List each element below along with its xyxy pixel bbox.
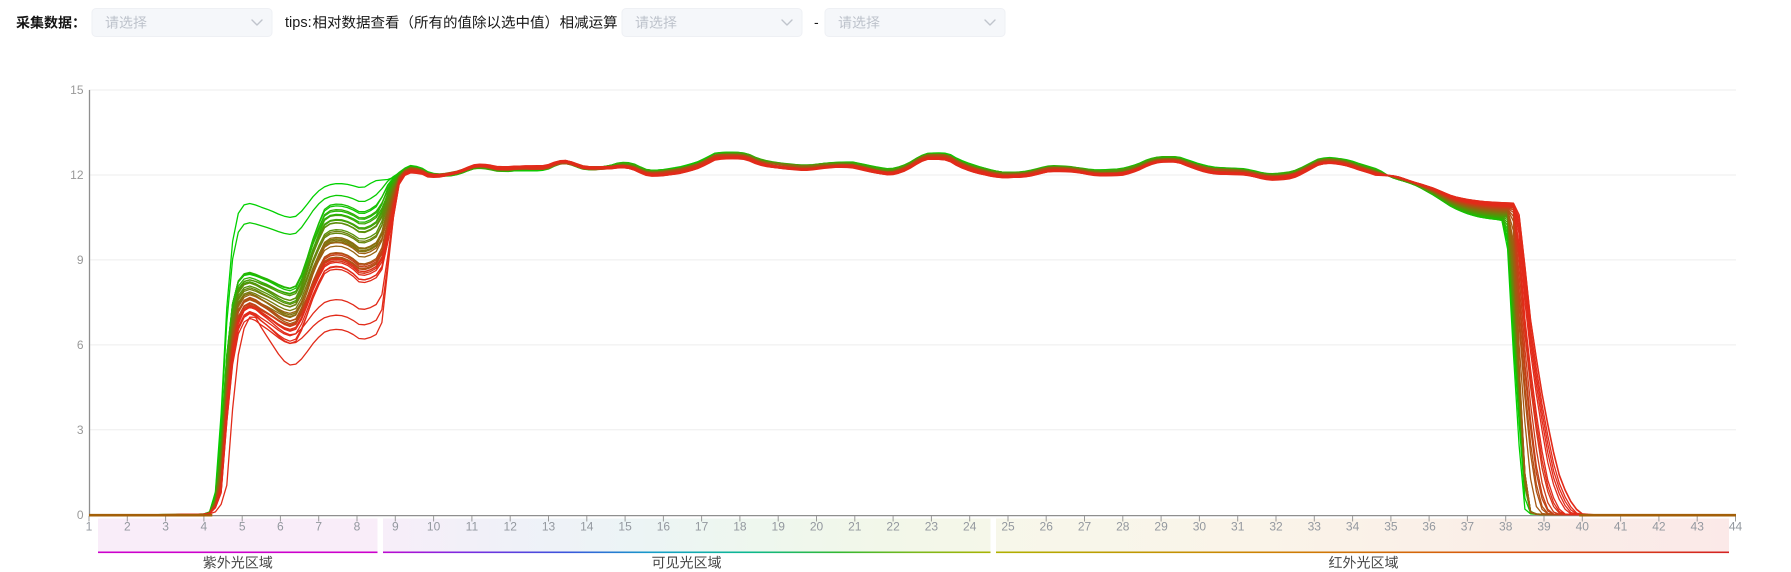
svg-text:1: 1 [86, 520, 93, 534]
svg-text:3: 3 [77, 423, 84, 437]
svg-text:12: 12 [504, 520, 518, 534]
svg-text:5: 5 [239, 520, 246, 534]
svg-text:43: 43 [1691, 520, 1705, 534]
svg-text:10: 10 [427, 520, 441, 534]
svg-text:25: 25 [1001, 520, 1015, 534]
svg-text:20: 20 [810, 520, 824, 534]
svg-text:42: 42 [1652, 520, 1666, 534]
svg-text:3: 3 [162, 520, 169, 534]
svg-text:-: - [814, 14, 819, 30]
svg-text:18: 18 [733, 520, 747, 534]
svg-text:16: 16 [657, 520, 671, 534]
svg-text:32: 32 [1269, 520, 1283, 534]
svg-text:28: 28 [1116, 520, 1130, 534]
svg-text:0: 0 [77, 508, 84, 522]
svg-text:37: 37 [1461, 520, 1475, 534]
svg-text:22: 22 [886, 520, 900, 534]
svg-text:35: 35 [1384, 520, 1398, 534]
svg-text:31: 31 [1231, 520, 1245, 534]
svg-text:15: 15 [618, 520, 632, 534]
svg-text:15: 15 [70, 83, 84, 97]
svg-text:36: 36 [1422, 520, 1436, 534]
svg-text:6: 6 [277, 520, 284, 534]
svg-text:9: 9 [77, 253, 84, 267]
svg-text:tips:: tips: [285, 15, 312, 31]
svg-text:40: 40 [1576, 520, 1590, 534]
svg-text:7: 7 [315, 520, 322, 534]
svg-text:14: 14 [580, 520, 594, 534]
svg-text:38: 38 [1499, 520, 1513, 534]
svg-text:6: 6 [77, 338, 84, 352]
svg-text:24: 24 [963, 520, 977, 534]
svg-text:9: 9 [392, 520, 399, 534]
svg-text:19: 19 [772, 520, 786, 534]
svg-text:39: 39 [1537, 520, 1551, 534]
svg-text:2: 2 [124, 520, 131, 534]
svg-text:12: 12 [70, 168, 84, 182]
svg-text:26: 26 [1040, 520, 1054, 534]
svg-text:41: 41 [1614, 520, 1628, 534]
svg-text:4: 4 [201, 520, 208, 534]
svg-text:27: 27 [1078, 520, 1092, 534]
svg-text:30: 30 [1193, 520, 1207, 534]
svg-text:29: 29 [1154, 520, 1168, 534]
svg-text:13: 13 [542, 520, 556, 534]
svg-text:23: 23 [925, 520, 939, 534]
svg-text:44: 44 [1729, 520, 1743, 534]
svg-text:17: 17 [695, 520, 709, 534]
svg-text:21: 21 [848, 520, 862, 534]
svg-text:33: 33 [1308, 520, 1322, 534]
svg-text:34: 34 [1346, 520, 1360, 534]
svg-text:11: 11 [466, 520, 479, 534]
svg-text:8: 8 [354, 520, 361, 534]
